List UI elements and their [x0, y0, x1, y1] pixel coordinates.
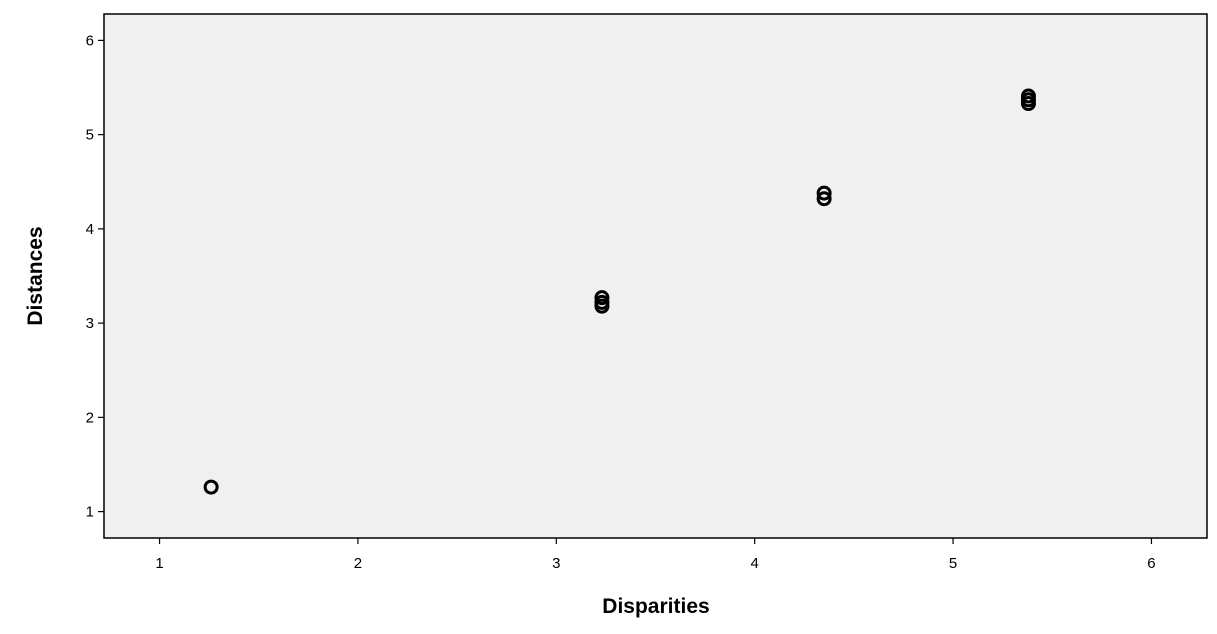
- x-tick-label: 6: [1147, 555, 1155, 572]
- data-point: [594, 294, 610, 310]
- data-point: [816, 191, 832, 207]
- y-tick-label: 6: [86, 32, 94, 49]
- x-tick-label: 5: [949, 555, 957, 572]
- y-axis-ticks: 1 2 3 4 5 6: [86, 32, 104, 521]
- data-point: [816, 185, 832, 201]
- data-point: [1020, 88, 1036, 104]
- y-tick-label: 5: [86, 127, 94, 144]
- x-axis-title: Disparities: [602, 595, 709, 618]
- data-point: [594, 290, 610, 306]
- x-tick-label: 1: [155, 555, 163, 572]
- y-tick-label: 3: [86, 315, 94, 332]
- data-points: [203, 88, 1036, 495]
- y-tick-label: 2: [86, 409, 94, 426]
- x-tick-label: 4: [751, 555, 759, 572]
- x-axis-ticks: 1 2 3 4 5 6: [155, 538, 1156, 572]
- data-point: [203, 479, 219, 495]
- y-tick-label: 4: [86, 221, 94, 238]
- plot-area: [103, 13, 1208, 539]
- y-axis-title: Distances: [24, 226, 47, 325]
- x-tick-label: 2: [354, 555, 362, 572]
- y-tick-label: 1: [86, 504, 94, 521]
- x-tick-label: 3: [552, 555, 560, 572]
